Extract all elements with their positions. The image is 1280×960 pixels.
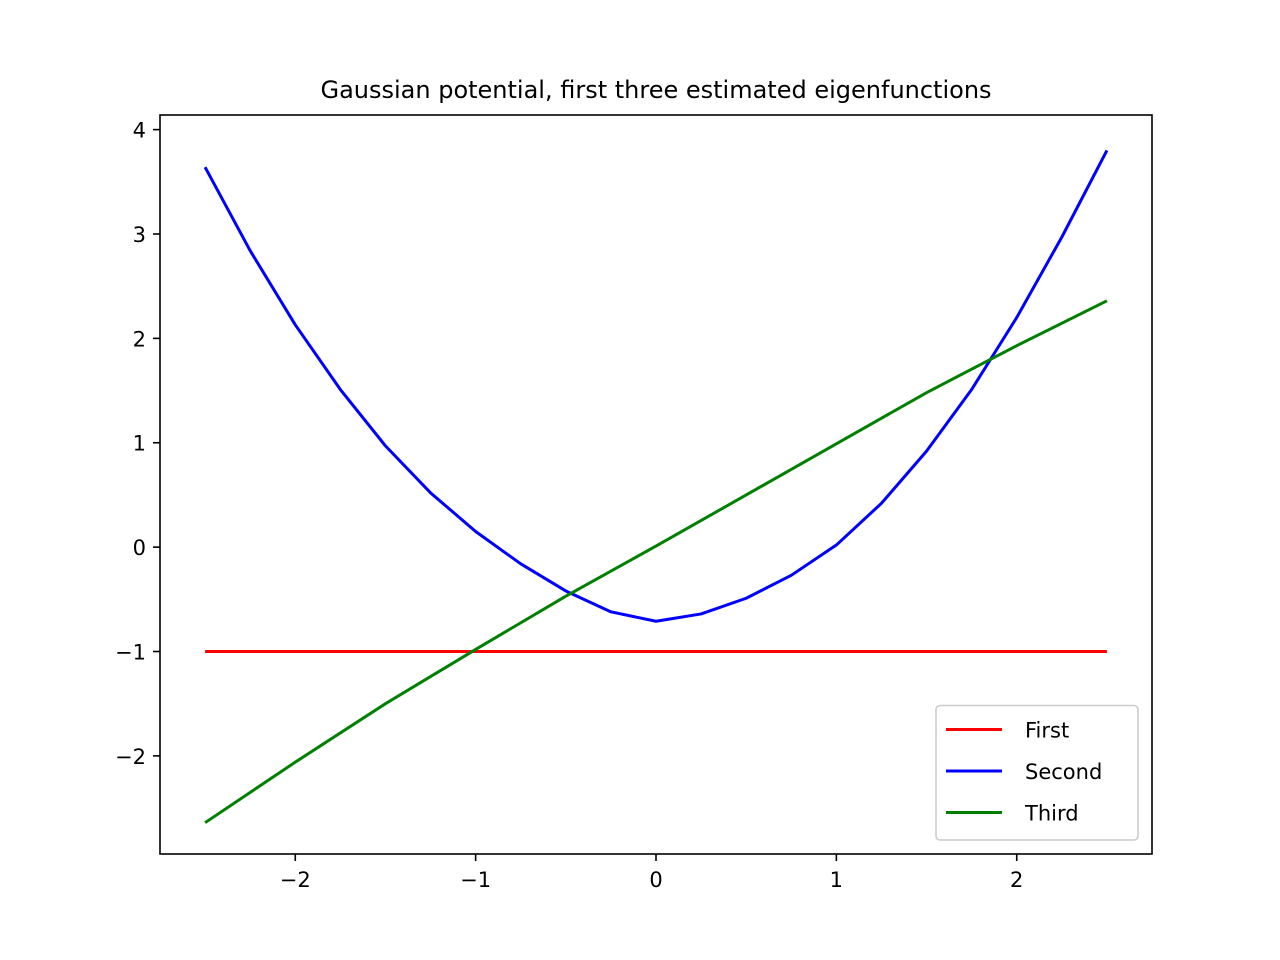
x-axis-ticks: −2 −1 0 1 2 xyxy=(280,854,1023,892)
series-lines xyxy=(203,149,1109,824)
x-tick-label: 2 xyxy=(1010,868,1023,892)
y-tick-label: 0 xyxy=(133,536,146,560)
y-tick-label: 3 xyxy=(133,223,146,247)
legend-box xyxy=(935,704,1139,841)
y-tick-label: −1 xyxy=(115,641,146,665)
legend-label-third: Third xyxy=(1024,802,1079,826)
y-tick-label: 1 xyxy=(133,432,146,456)
x-tick-label: −2 xyxy=(280,868,311,892)
y-tick-label: 2 xyxy=(133,327,146,351)
plot-frame xyxy=(159,114,1153,855)
legend-label-first: First xyxy=(1025,719,1069,743)
series-line-third xyxy=(204,299,1108,824)
y-tick-label: −2 xyxy=(115,745,146,769)
x-tick-label: −1 xyxy=(460,868,491,892)
y-axis-ticks: −2 −1 0 1 2 3 4 xyxy=(115,119,160,769)
chart-title: Gaussian potential, first three estimate… xyxy=(320,76,991,104)
x-tick-label: 1 xyxy=(830,868,843,892)
y-tick-label: 4 xyxy=(133,119,146,143)
legend: First Second Third xyxy=(935,704,1139,841)
series-line-second xyxy=(203,149,1109,623)
legend-label-second: Second xyxy=(1025,760,1102,784)
x-tick-label: 0 xyxy=(649,868,662,892)
